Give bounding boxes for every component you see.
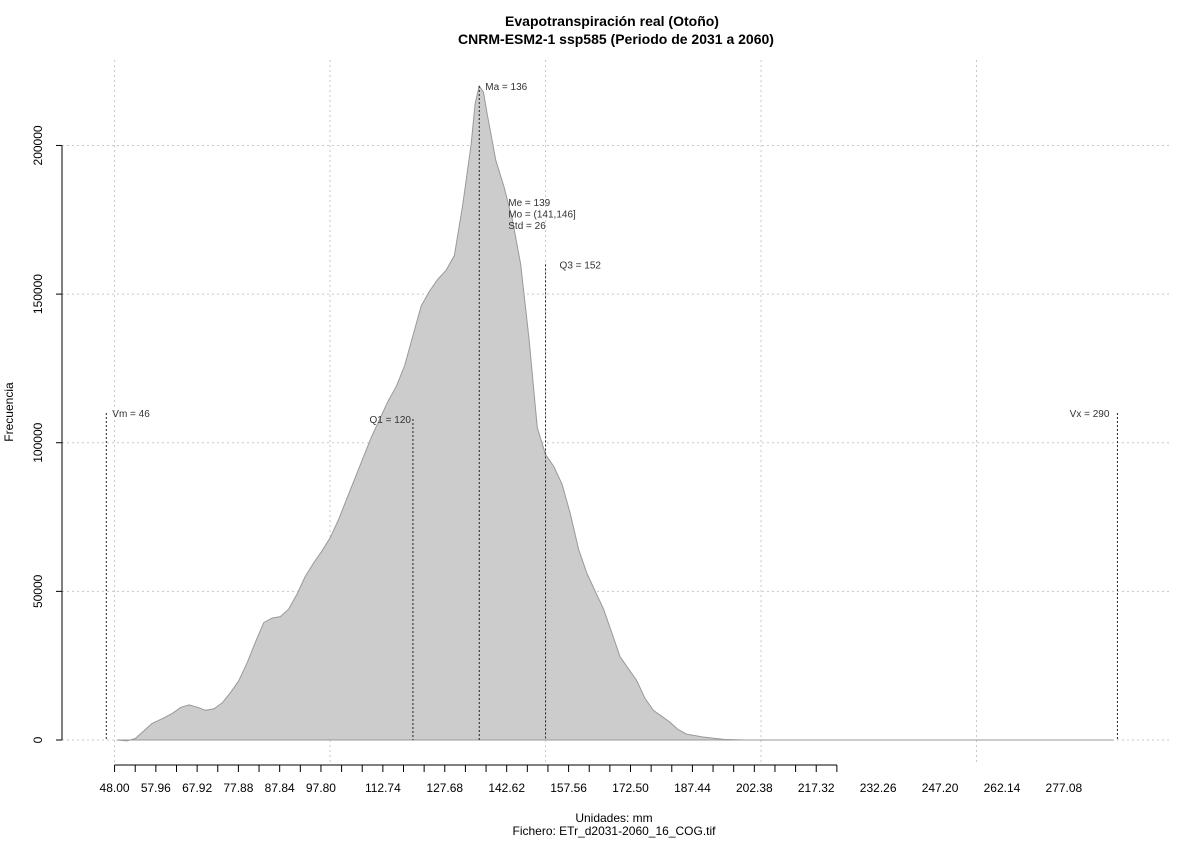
x-tick-label: 48.00 — [100, 781, 130, 795]
density-area — [116, 84, 1114, 742]
stat-label: Vm = 46 — [112, 409, 150, 420]
x-tick-label: 262.14 — [984, 781, 1021, 795]
stat-label: Vx = 290 — [1070, 409, 1110, 420]
x-tick-label: 77.88 — [223, 781, 253, 795]
y-tick-label: 50000 — [31, 574, 45, 608]
x-tick-label: 57.96 — [141, 781, 171, 795]
y-tick-label: 100000 — [31, 422, 45, 462]
stat-summary-line: Me = 139 — [508, 198, 550, 209]
y-tick-label: 0 — [31, 736, 45, 743]
x-tick-label: 142.62 — [488, 781, 525, 795]
chart-title: Evapotranspiración real (Otoño) — [505, 13, 719, 29]
file-label: Fichero: ETr_d2031-2060_16_COG.tif — [513, 824, 717, 838]
x-tick-label: 247.20 — [922, 781, 959, 795]
x-tick-label: 277.08 — [1046, 781, 1083, 795]
chart-subtitle: CNRM-ESM2-1 ssp585 (Periodo de 2031 a 20… — [458, 31, 774, 47]
y-tick-label: 150000 — [31, 274, 45, 314]
stat-label: Ma = 136 — [485, 82, 527, 93]
y-axis-label: Frecuencia — [2, 382, 16, 442]
x-axis-label: Unidades: mm — [575, 811, 652, 825]
x-tick-label: 97.80 — [306, 781, 336, 795]
x-tick-label: 67.92 — [182, 781, 212, 795]
area-layer — [116, 84, 1114, 742]
x-tick-label: 232.26 — [860, 781, 897, 795]
y-tick-label: 200000 — [31, 125, 45, 165]
x-tick-label: 157.56 — [550, 781, 587, 795]
stat-label: Q3 = 152 — [560, 260, 602, 271]
x-tick-label: 187.44 — [674, 781, 711, 795]
stat-summary-line: Std = 26 — [508, 221, 546, 232]
stat-summary-line: Mo = (141,146] — [508, 210, 576, 221]
x-tick-label: 127.68 — [426, 781, 463, 795]
x-tick-label: 217.32 — [798, 781, 835, 795]
x-tick-label: 172.50 — [612, 781, 649, 795]
x-tick-label: 87.84 — [265, 781, 295, 795]
axis-layer: 0 50000 100000 150000 200000 48.00 57.96 67.92 7… — [31, 125, 1083, 795]
stat-label: Q1 = 120 — [370, 415, 412, 426]
x-tick-label: 112.74 — [365, 781, 401, 795]
stat-layer: Vm = 46 Q1 = 120 Ma = 136 Q3 = 152 Vx = 290 M… — [105, 82, 1118, 740]
x-tick-label: 202.38 — [736, 781, 773, 795]
